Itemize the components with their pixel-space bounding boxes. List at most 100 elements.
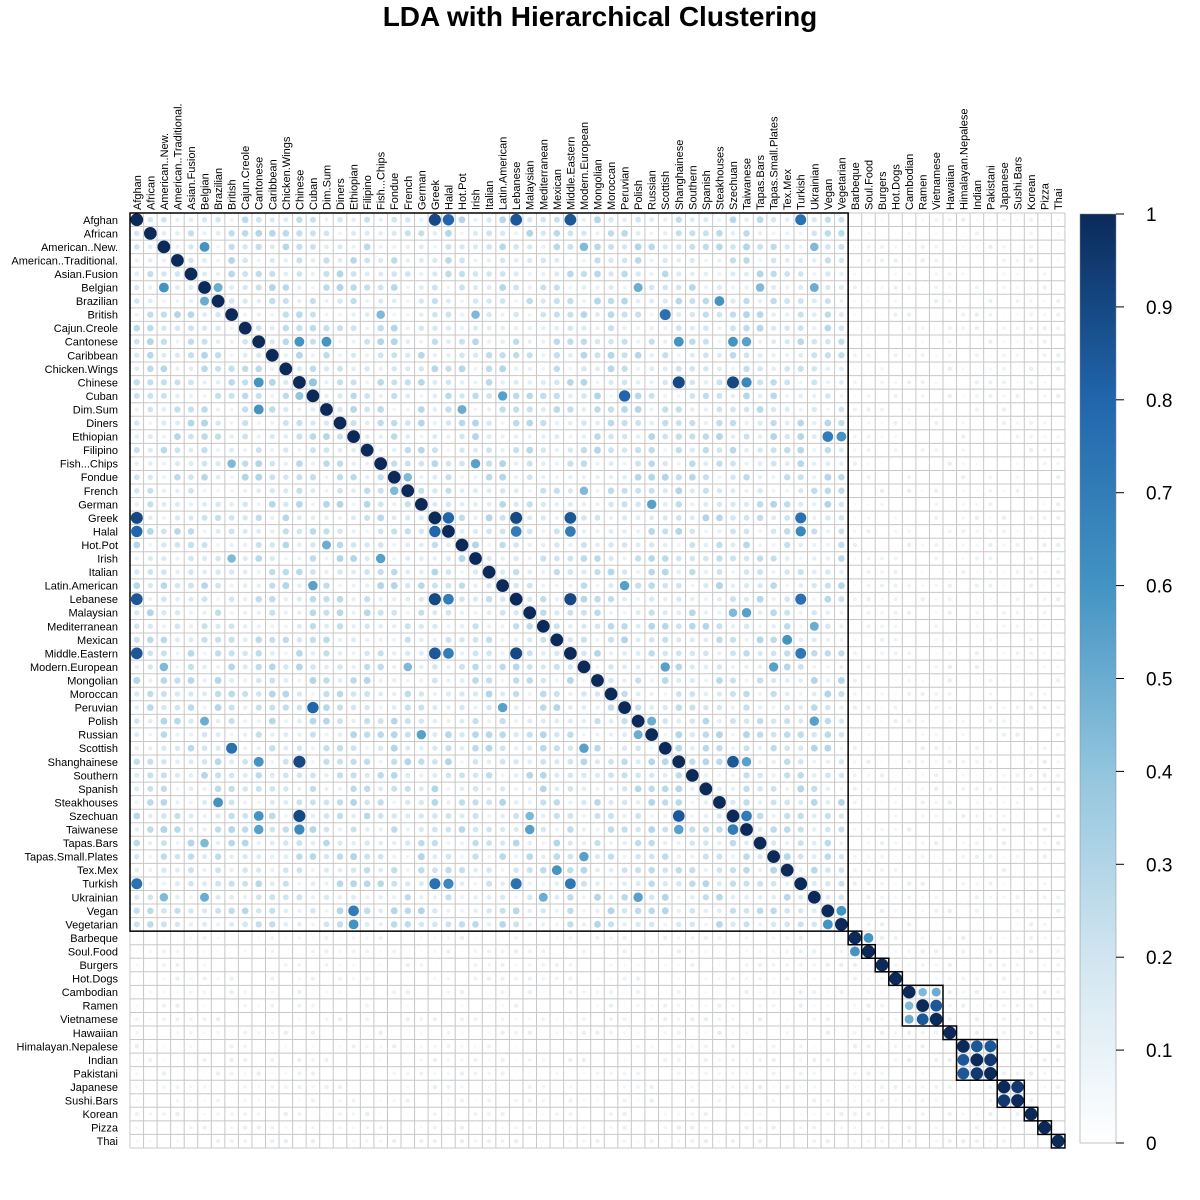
- cell-Hot.Pot-Spanish: [703, 542, 709, 548]
- cell-Tapas.Small.Plates-Asian.Fusion: [187, 853, 195, 860]
- cell-Irish-Tapas.Small.Plates: [770, 555, 777, 562]
- cell-Polish-Polish: [631, 714, 645, 728]
- row-label: Russian: [78, 730, 118, 742]
- cell-Himalayan.Nepalese-Filipino: [365, 1044, 369, 1049]
- cell-Shanghainese-Himalayan.Nepalese: [961, 759, 966, 764]
- cell-Ramen-Middle.Eastern: [569, 1004, 572, 1007]
- cell-Cantonese-Cajun.Creole: [242, 338, 249, 345]
- cell-Malaysian-Korean: [1029, 611, 1033, 615]
- cell-Tapas.Small.Plates-Ethiopian: [350, 853, 358, 861]
- cell-Latin.American-Hawaiian: [947, 583, 952, 588]
- cell-Mongolian-British: [229, 678, 235, 683]
- cell-French-Sushi.Bars: [1015, 488, 1020, 493]
- cell-Cajun.Creole-Vegetarian: [838, 325, 845, 332]
- cell-Italian-Polish: [636, 570, 641, 575]
- cell-Japanese-Modern.European: [582, 1085, 586, 1089]
- cell-Fondue-Turkish: [797, 474, 804, 481]
- cell-American..Traditional.-Dim.Sum: [323, 257, 330, 264]
- cell-Shanghainese-Diners: [337, 758, 344, 765]
- cell-Barbeque-Moroccan: [609, 936, 613, 940]
- cell-Dim.Sum-Hot.Dogs: [894, 408, 897, 411]
- cell-Modern.European-Taiwanese: [744, 664, 749, 670]
- cell-Chicken.Wings-Mediterranean: [541, 366, 546, 371]
- cell-Hawaiian-French: [406, 1031, 409, 1034]
- cell-Scottish-Mediterranean: [539, 744, 547, 752]
- cell-American..New.-Korean: [1029, 245, 1033, 249]
- cell-Fish...Chips-Sushi.Bars: [1016, 462, 1019, 466]
- cell-Chinese-Peruvian: [621, 379, 628, 386]
- cell-Moroccan-Ethiopian: [350, 691, 357, 697]
- cell-Vegan-Fish...Chips: [378, 908, 384, 914]
- cell-French-Taiwanese: [744, 488, 749, 493]
- column-label: Hot.Pot: [457, 173, 469, 210]
- cell-Ukrainian-African: [147, 894, 154, 901]
- cell-Belgian-American..New.: [158, 282, 169, 293]
- cell-Japanese-Southern: [690, 1085, 694, 1089]
- cell-Ramen-Korean: [1029, 1003, 1033, 1008]
- cell-Caribbean-Vietnamese: [934, 353, 938, 357]
- cell-Belgian-Malaysian: [527, 285, 532, 290]
- cell-Mongolian-Southern: [689, 677, 695, 684]
- cell-Irish-Korean: [1029, 556, 1033, 561]
- cell-Himalayan.Nepalese-Thai: [1056, 1044, 1061, 1049]
- cell-Tapas.Small.Plates-Greek: [432, 854, 438, 860]
- cell-Russian-British: [229, 732, 234, 737]
- cell-Mexican-Spanish: [703, 637, 709, 643]
- cell-Tex.Mex-Malaysian: [526, 867, 533, 874]
- cell-Vietnamese-Fondue: [393, 1018, 396, 1021]
- cell-Ethiopian-Hot.Dogs: [893, 434, 898, 439]
- cell-Malaysian-Brazilian: [214, 609, 222, 616]
- cell-Middle.Eastern-Steakhouses: [717, 651, 722, 656]
- cell-American..Traditional.-American..New.: [161, 258, 166, 263]
- cell-Vietnamese-Cuban: [311, 1018, 314, 1021]
- cell-Cantonese-Hawaiian: [948, 340, 952, 344]
- cell-Hot.Dogs-Tex.Mex: [785, 976, 790, 981]
- cell-Polish-Ukrainian: [809, 716, 819, 726]
- cell-French-Cuban: [310, 488, 316, 494]
- cell-American..Traditional.-Mongolian: [594, 257, 601, 264]
- cell-Halal-Turkish: [795, 526, 806, 537]
- cell-Mexican-Pizza: [1043, 639, 1046, 641]
- cell-Sushi.Bars-Scottish: [664, 1099, 667, 1102]
- cell-American..New.-Ethiopian: [351, 244, 356, 249]
- cell-Mexican-Scottish: [662, 636, 669, 643]
- cell-Dim.Sum-Chinese: [297, 407, 302, 412]
- cell-Chinese-Southern: [689, 379, 696, 386]
- legend-tick-label: 0.2: [1146, 948, 1172, 969]
- cell-Hawaiian-Southern: [691, 1031, 694, 1034]
- cell-Ethiopian-Mongolian: [594, 433, 601, 440]
- cell-Hot.Pot-Japanese: [1002, 543, 1006, 547]
- cell-Fondue-Filipino: [364, 475, 370, 480]
- cell-Cantonese-Mediterranean: [541, 339, 546, 344]
- cell-Chinese-Lebanese: [513, 379, 519, 385]
- cell-Chinese-Halal: [445, 379, 452, 386]
- cell-Chicken.Wings-Spanish: [703, 366, 709, 372]
- cell-Southern-Indian: [975, 774, 979, 777]
- cell-Hot.Pot-African: [148, 543, 153, 547]
- cell-Steakhouses-Moroccan: [608, 799, 614, 806]
- cell-Ramen-Thai: [1057, 1004, 1059, 1007]
- cell-Ukrainian-Mediterranean: [538, 892, 548, 902]
- cell-Lebanese-Asian.Fusion: [188, 596, 194, 602]
- cell-Indian-German: [419, 1058, 423, 1062]
- cell-Mexican-Fish...Chips: [378, 637, 383, 642]
- cell-Greek-German: [418, 515, 424, 521]
- cell-Fish...Chips-Vegetarian: [839, 461, 844, 466]
- cell-Polish-Cajun.Creole: [243, 719, 248, 724]
- cell-Fish...Chips-Fondue: [391, 460, 398, 467]
- cell-Hot.Dogs-Irish: [473, 976, 478, 981]
- cell-Thai-Pakistani: [988, 1139, 992, 1143]
- cell-Korean-Filipino: [364, 1111, 370, 1117]
- cell-American..New.-Thai: [1057, 245, 1060, 248]
- cell-Halal-Tapas.Bars: [758, 529, 762, 534]
- cell-African-Malaysian: [526, 229, 534, 237]
- cell-Italian-Filipino: [364, 569, 371, 575]
- cell-African-Ramen: [921, 232, 924, 235]
- cell-Mongolian-Belgian: [202, 678, 207, 683]
- column-label: Mediterranean: [538, 139, 550, 210]
- cell-Steakhouses-Vegan: [825, 800, 831, 805]
- cell-Halal-British: [228, 528, 235, 535]
- cell-Middle.Eastern-Afghan: [130, 647, 143, 660]
- cell-Burgers-American..New.: [161, 963, 166, 967]
- cell-Indian-Soul.Food: [867, 1059, 870, 1061]
